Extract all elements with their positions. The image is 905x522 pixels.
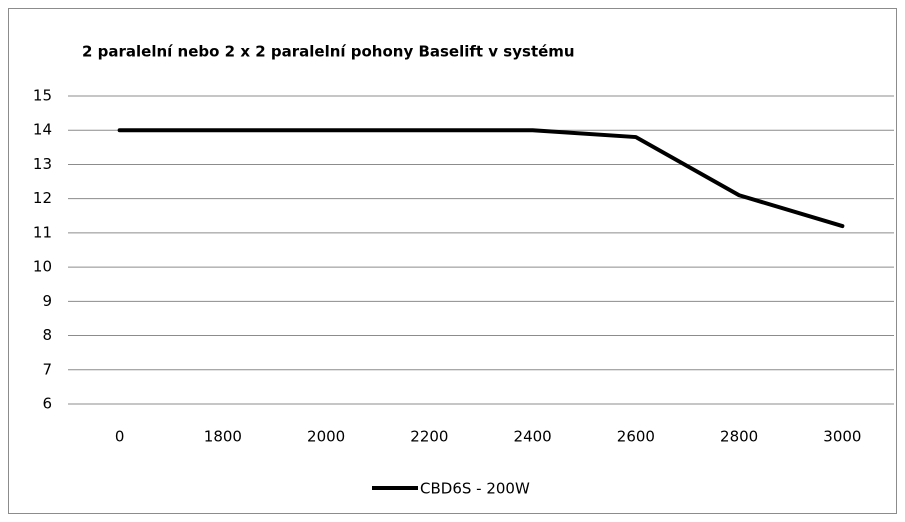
y-tick-label: 10 bbox=[33, 258, 52, 276]
x-tick-label: 2200 bbox=[410, 428, 448, 446]
x-tick-label: 2400 bbox=[514, 428, 552, 446]
x-tick-label: 2000 bbox=[307, 428, 345, 446]
y-tick-label: 7 bbox=[42, 360, 52, 378]
x-tick-label: 1800 bbox=[204, 428, 242, 446]
y-tick-label: 8 bbox=[42, 326, 52, 344]
y-tick-label: 11 bbox=[33, 223, 52, 241]
data-line bbox=[117, 128, 845, 229]
x-tick-label: 2600 bbox=[617, 428, 655, 446]
legend-label: CBD6S - 200W bbox=[420, 480, 530, 498]
y-tick-label: 12 bbox=[33, 189, 52, 207]
y-tick-label: 15 bbox=[33, 87, 52, 105]
y-tick-label: 13 bbox=[33, 155, 52, 173]
x-tick-label: 3000 bbox=[823, 428, 861, 446]
x-tick-label: 0 bbox=[115, 428, 125, 446]
y-tick-label: 9 bbox=[42, 292, 52, 310]
x-tick-label: 2800 bbox=[720, 428, 758, 446]
y-tick-label: 14 bbox=[33, 121, 52, 139]
chart-title: 2 paralelní nebo 2 x 2 paralelní pohony … bbox=[82, 43, 575, 61]
y-tick-label: 6 bbox=[42, 395, 52, 413]
chart-border bbox=[8, 8, 897, 514]
